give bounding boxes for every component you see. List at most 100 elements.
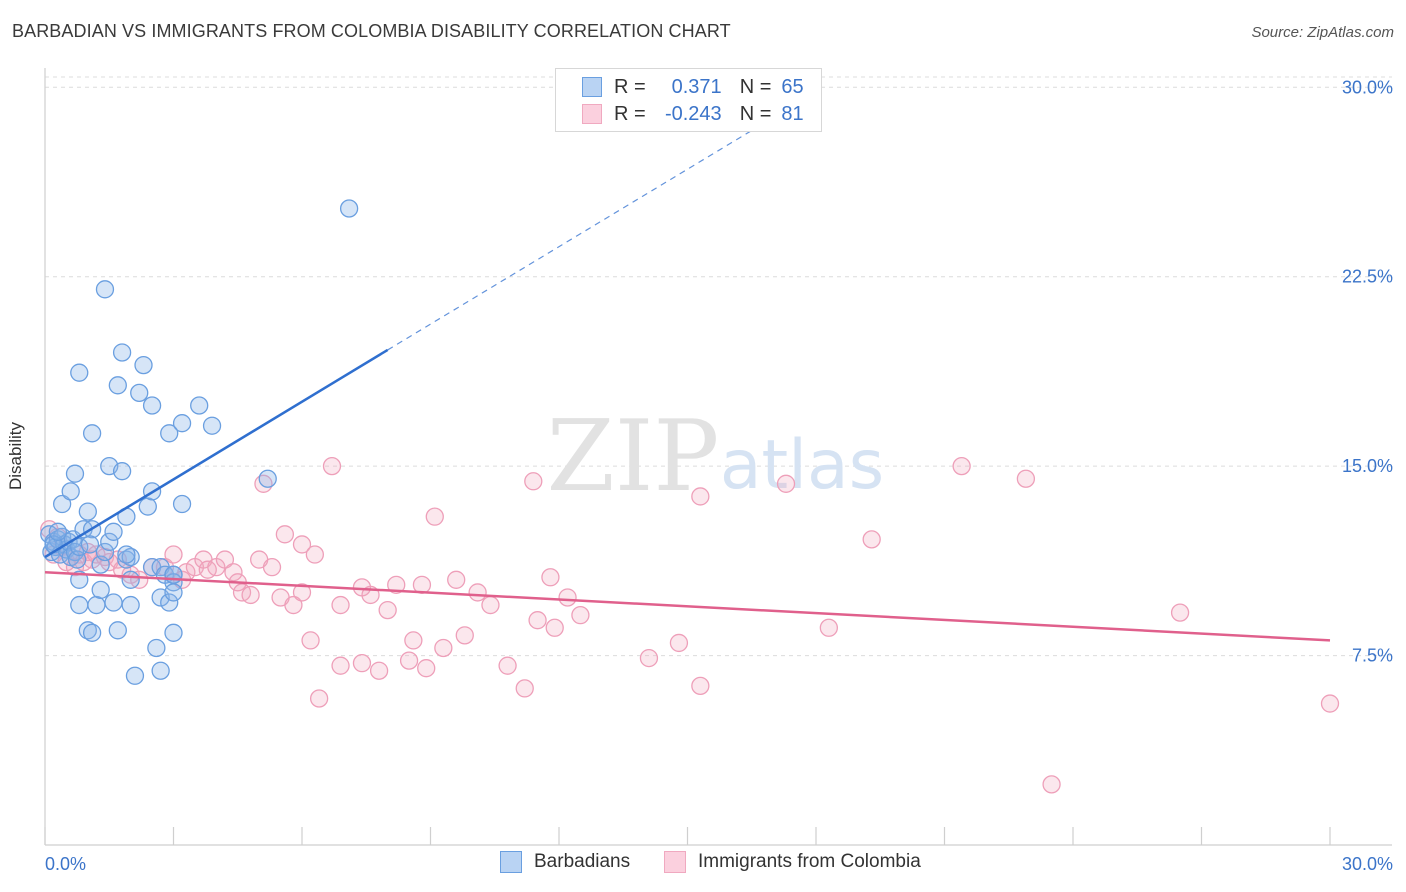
data-point-colombia — [331, 656, 350, 675]
data-point-colombia — [639, 648, 659, 668]
data-point-colombia — [1042, 775, 1061, 794]
data-point-barbadians — [70, 363, 89, 382]
data-point-colombia — [301, 631, 320, 650]
data-point-colombia — [404, 631, 423, 650]
data-point-barbadians — [87, 595, 106, 615]
data-point-barbadians — [112, 462, 132, 481]
data-point-colombia — [498, 656, 517, 675]
data-point-barbadians — [52, 494, 72, 514]
data-point-colombia — [417, 659, 436, 678]
data-point-barbadians — [130, 383, 149, 403]
trend-line-barbadians-extension — [387, 117, 774, 351]
data-point-barbadians — [82, 623, 102, 642]
data-point-barbadians — [112, 343, 132, 362]
data-point-barbadians — [80, 535, 100, 554]
data-point-colombia — [434, 638, 453, 658]
x-tick-label: 30.0% — [1342, 854, 1393, 874]
y-tick-label: 7.5% — [1352, 646, 1393, 666]
data-point-barbadians — [339, 199, 359, 218]
data-point-barbadians — [164, 565, 183, 584]
data-point-barbadians — [138, 497, 157, 516]
tick-labels: 7.5% 15.0% 22.5% 30.0% 0.0% 30.0% — [45, 77, 1393, 874]
data-point-colombia — [369, 661, 389, 680]
watermark: ZIP atlas — [547, 400, 885, 514]
data-point-colombia — [224, 563, 243, 582]
data-point-colombia — [1320, 694, 1340, 713]
y-tick-label: 15.0% — [1342, 456, 1393, 476]
data-point-colombia — [455, 626, 474, 645]
data-point-barbadians — [121, 570, 140, 589]
chart-title: BARBADIAN VS IMMIGRANTS FROM COLOMBIA DI… — [12, 21, 731, 41]
data-point-barbadians — [202, 416, 222, 435]
legend-n-label: N = — [739, 102, 772, 125]
data-point-barbadians — [172, 414, 192, 433]
legend-row-barbadians: R = 0.371 N = 65 — [582, 74, 804, 100]
data-point-colombia — [309, 689, 329, 708]
data-point-colombia — [545, 618, 564, 637]
data-point-colombia — [541, 568, 560, 587]
data-point-barbadians — [142, 396, 162, 415]
y-axis-label: Disability — [6, 421, 25, 491]
trend-lines — [44, 117, 1331, 642]
data-point-barbadians — [70, 537, 89, 557]
data-point-barbadians — [121, 595, 140, 615]
data-point-barbadians — [100, 532, 119, 552]
data-point-colombia — [1016, 469, 1036, 488]
data-point-colombia — [399, 651, 419, 670]
data-point-colombia — [262, 558, 282, 577]
data-point-barbadians — [104, 522, 123, 541]
legend-row-colombia: R = -0.243 N = 81 — [582, 101, 804, 127]
correlation-legend: R = 0.371 N = 65 R = -0.243 N = 81 — [555, 68, 822, 132]
chart-source: Source: ZipAtlas.com — [1251, 24, 1394, 41]
data-point-colombia — [292, 583, 312, 602]
trend-line-barbadians — [44, 348, 389, 559]
data-point-colombia — [378, 600, 397, 620]
legend-swatch-colombia — [582, 104, 602, 124]
data-point-barbadians — [190, 396, 209, 415]
data-point-barbadians — [125, 666, 145, 685]
legend-n-value: 81 — [781, 102, 804, 125]
legend-swatch-colombia — [664, 851, 686, 873]
data-point-barbadians — [164, 623, 183, 642]
data-point-barbadians — [95, 280, 115, 299]
data-points — [40, 199, 1340, 794]
legend-r-value: 0.371 — [671, 75, 722, 98]
watermark-zip: ZIP — [547, 400, 720, 514]
data-point-colombia — [558, 588, 577, 607]
data-point-barbadians — [108, 621, 127, 640]
data-point-colombia — [952, 456, 971, 476]
data-point-barbadians — [65, 464, 85, 483]
trend-line-colombia — [44, 570, 1331, 642]
data-point-colombia — [669, 633, 689, 653]
data-point-barbadians — [160, 593, 179, 612]
data-point-barbadians — [147, 638, 166, 658]
data-point-colombia — [571, 606, 590, 625]
data-point-colombia — [819, 618, 838, 637]
y-tick-label: 30.0% — [1342, 77, 1393, 97]
legend-r-label: R = — [614, 75, 646, 98]
data-point-colombia — [515, 679, 534, 698]
watermark-atlas: atlas — [720, 426, 884, 505]
legend-label-colombia: Immigrants from Colombia — [698, 851, 921, 872]
legend-item-barbadians: Barbadians — [500, 851, 630, 873]
legend-n-value: 65 — [781, 75, 804, 98]
data-point-colombia — [215, 550, 235, 569]
axes — [44, 68, 1392, 846]
grid-lines — [45, 76, 1392, 657]
data-point-colombia — [862, 530, 881, 549]
data-point-colombia — [691, 487, 710, 506]
legend-swatch-barbadians — [582, 77, 602, 97]
data-point-colombia — [468, 583, 487, 602]
data-point-barbadians — [61, 482, 80, 501]
data-point-colombia — [331, 595, 350, 615]
data-point-barbadians — [95, 542, 115, 562]
x-tick-label: 0.0% — [45, 854, 86, 874]
data-point-colombia — [425, 507, 444, 526]
data-point-barbadians — [70, 595, 89, 615]
data-point-barbadians — [78, 502, 97, 521]
data-point-barbadians — [117, 545, 136, 564]
data-point-colombia — [447, 570, 466, 589]
data-point-colombia — [284, 595, 303, 615]
data-point-colombia — [528, 611, 547, 630]
legend-label-barbadians: Barbadians — [534, 851, 631, 872]
